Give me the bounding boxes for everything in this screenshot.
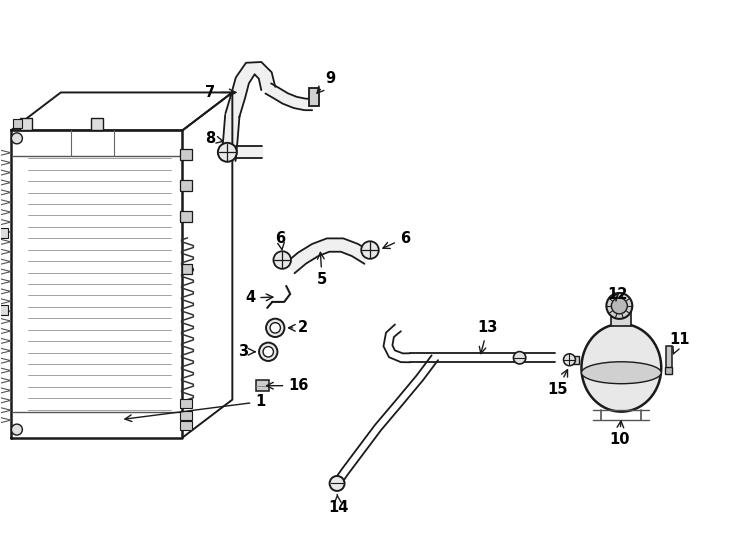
Text: 1: 1: [125, 394, 266, 422]
Text: 6: 6: [275, 231, 286, 249]
Circle shape: [270, 323, 280, 333]
Circle shape: [274, 251, 291, 269]
Text: 7: 7: [206, 85, 236, 100]
Text: 6: 6: [383, 231, 410, 248]
Text: 5: 5: [317, 252, 327, 287]
Circle shape: [12, 424, 23, 435]
Bar: [181, 410, 192, 420]
Bar: [181, 421, 192, 430]
Bar: [181, 150, 192, 160]
Ellipse shape: [581, 324, 661, 411]
Text: 2: 2: [288, 320, 308, 335]
Polygon shape: [286, 238, 371, 273]
Text: 14: 14: [328, 494, 348, 515]
Circle shape: [218, 143, 237, 162]
Bar: [0, 305, 8, 315]
Circle shape: [330, 476, 344, 491]
Bar: [181, 211, 192, 222]
Text: 11: 11: [669, 332, 690, 354]
Circle shape: [361, 241, 379, 259]
Circle shape: [12, 133, 23, 144]
Bar: [309, 89, 319, 106]
Text: 16: 16: [266, 378, 308, 393]
Text: 3: 3: [238, 345, 255, 359]
Polygon shape: [236, 146, 262, 158]
Bar: [91, 118, 103, 130]
Circle shape: [564, 354, 575, 366]
Bar: [181, 180, 192, 191]
Bar: [181, 399, 192, 408]
Bar: [20, 118, 32, 130]
Circle shape: [259, 342, 277, 361]
Text: 9: 9: [317, 71, 335, 93]
Polygon shape: [221, 115, 239, 161]
Circle shape: [263, 347, 274, 357]
Bar: [611, 312, 631, 326]
Ellipse shape: [581, 362, 661, 384]
Text: 4: 4: [245, 291, 273, 306]
Circle shape: [513, 352, 526, 364]
Circle shape: [266, 319, 284, 337]
Bar: [570, 356, 579, 364]
Circle shape: [606, 293, 632, 319]
Bar: [0, 228, 8, 238]
Bar: [665, 367, 672, 374]
Bar: [666, 346, 672, 370]
Text: 10: 10: [609, 421, 630, 447]
Polygon shape: [266, 84, 312, 110]
Bar: [13, 119, 22, 129]
Text: 12: 12: [607, 287, 628, 302]
Text: 8: 8: [206, 131, 223, 146]
Text: 15: 15: [548, 369, 568, 397]
Text: 13: 13: [478, 320, 498, 354]
Bar: [183, 264, 192, 274]
Bar: [255, 380, 269, 391]
Polygon shape: [225, 62, 275, 118]
Circle shape: [611, 298, 628, 314]
